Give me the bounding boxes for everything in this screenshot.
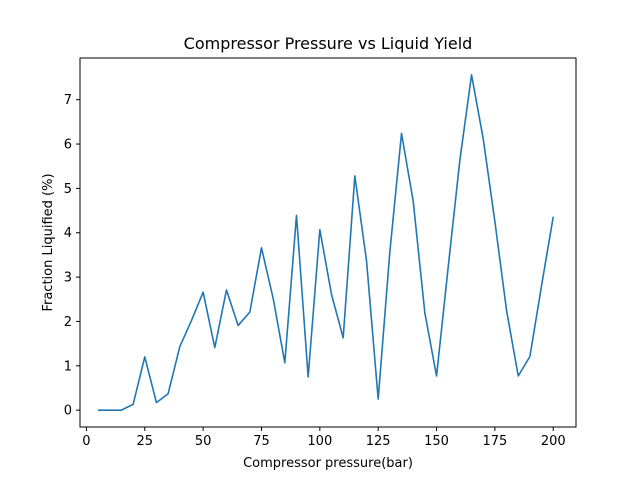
x-tick-label: 150 <box>424 434 449 449</box>
y-axis-ticks: 0 1 2 3 4 5 6 7 <box>64 93 80 419</box>
chart-title: Compressor Pressure vs Liquid Yield <box>184 34 473 53</box>
x-tick-label: 50 <box>195 434 212 449</box>
x-axis-label: Compressor pressure(bar) <box>243 456 413 471</box>
x-tick-label: 125 <box>366 434 391 449</box>
y-tick-label: 3 <box>64 271 72 286</box>
x-tick-label: 75 <box>253 434 270 449</box>
x-tick-label: 200 <box>541 434 566 449</box>
data-line <box>98 74 555 411</box>
y-tick-label: 6 <box>64 138 72 153</box>
y-tick-label: 0 <box>64 404 72 419</box>
x-tick-label: 25 <box>136 434 153 449</box>
y-tick-label: 2 <box>64 315 72 330</box>
y-tick-label: 4 <box>64 226 72 241</box>
x-tick-label: 175 <box>482 434 507 449</box>
plot-frame <box>79 57 577 428</box>
y-tick-label: 5 <box>64 182 72 197</box>
y-tick-label: 7 <box>64 93 72 108</box>
plot-area <box>80 58 576 427</box>
x-axis-ticks: 0 25 50 75 100 125 150 175 200 <box>82 427 566 449</box>
x-tick-label: 100 <box>307 434 332 449</box>
x-tick-label: 0 <box>82 434 90 449</box>
y-axis-label: Fraction Liquified (%) <box>41 173 56 311</box>
series-layer <box>98 74 555 411</box>
y-tick-label: 1 <box>64 359 72 374</box>
